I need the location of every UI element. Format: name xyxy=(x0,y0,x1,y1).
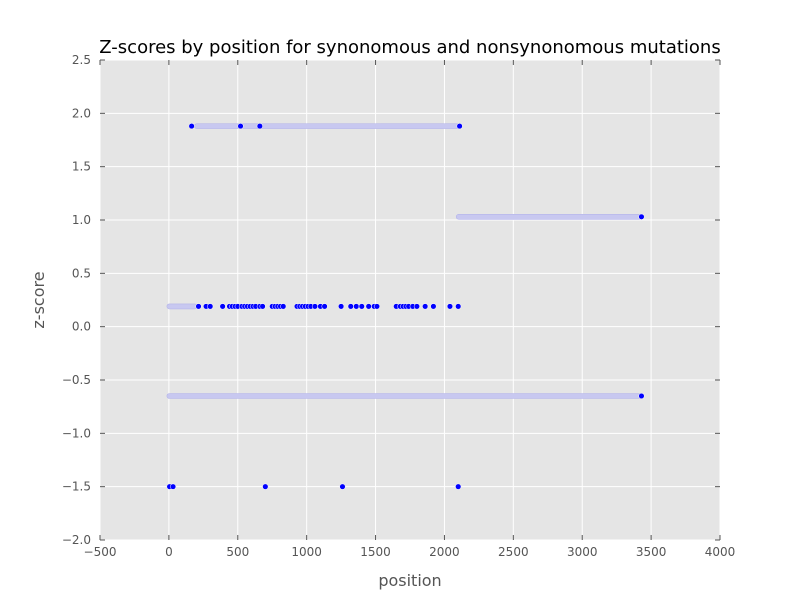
data-point xyxy=(188,123,195,130)
data-point xyxy=(446,303,454,310)
y-tick-label: −1.5 xyxy=(62,480,91,494)
faint-point-band xyxy=(166,303,198,310)
data-point xyxy=(422,303,429,310)
data-point xyxy=(373,303,380,310)
x-tick-label: 1000 xyxy=(291,545,322,559)
data-point xyxy=(456,123,463,130)
ticks: −500 0 500 1000 1500 2000 2500 3000 3500 4000 −2.0… xyxy=(62,53,735,559)
x-tick-label: 3000 xyxy=(567,545,598,559)
data-point xyxy=(256,123,263,130)
data-point xyxy=(413,303,420,310)
data-point xyxy=(219,303,226,310)
x-tick-label: 4000 xyxy=(705,545,736,559)
y-tick-label: −2.0 xyxy=(62,533,91,547)
chart-title: Z-scores by position for synonomous and … xyxy=(99,37,720,58)
x-tick-label: 500 xyxy=(226,545,249,559)
y-axis-label: z-score xyxy=(29,271,48,328)
y-tick-label: −0.5 xyxy=(62,373,91,387)
x-tick-label: 1500 xyxy=(360,545,391,559)
data-points xyxy=(166,123,645,490)
x-tick-label: 3500 xyxy=(636,545,667,559)
y-tick-label: −1.0 xyxy=(62,426,91,440)
data-point xyxy=(339,483,346,490)
data-point xyxy=(430,303,437,310)
grid xyxy=(99,59,721,541)
data-point xyxy=(353,303,360,310)
data-point xyxy=(169,483,177,490)
data-point xyxy=(311,303,318,310)
x-tick-label: 2500 xyxy=(498,545,529,559)
faint-point-band xyxy=(455,214,643,220)
data-point xyxy=(455,303,462,310)
y-tick-label: 2.5 xyxy=(72,53,91,67)
y-tick-label: 2.0 xyxy=(72,106,91,120)
data-point xyxy=(365,303,372,310)
data-point xyxy=(638,213,645,220)
x-tick-label: −500 xyxy=(84,545,117,559)
data-point xyxy=(259,303,266,310)
data-point xyxy=(455,483,462,490)
plot-area xyxy=(100,60,720,540)
data-point xyxy=(262,483,269,490)
data-point xyxy=(195,303,202,310)
data-point xyxy=(321,303,328,310)
data-point xyxy=(280,303,287,310)
data-point xyxy=(638,392,645,400)
data-point xyxy=(338,303,345,310)
x-axis-label: position xyxy=(378,571,441,590)
y-tick-label: 1.0 xyxy=(72,213,91,227)
data-point xyxy=(347,303,354,310)
data-point xyxy=(358,303,365,310)
x-tick-label: 2000 xyxy=(429,545,460,559)
x-tick-label: 0 xyxy=(165,545,173,559)
data-point xyxy=(237,123,244,130)
y-tick-label: 1.5 xyxy=(72,160,91,174)
y-tick-label: 0.0 xyxy=(72,320,91,334)
y-tick-label: 0.5 xyxy=(72,266,91,280)
data-point xyxy=(207,303,214,310)
faint-point-band xyxy=(194,123,461,129)
faint-point-band xyxy=(166,393,643,399)
